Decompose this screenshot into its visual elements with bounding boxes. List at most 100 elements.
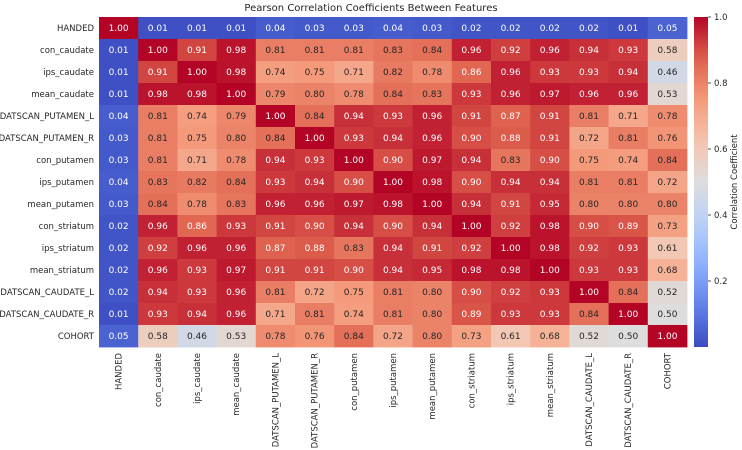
heatmap-cell [295,259,335,282]
heatmap-cell [412,149,453,172]
cell-value-label: 0.93 [540,310,560,320]
heatmap-cell [608,215,649,238]
heatmap-cell [412,171,453,194]
cell-value-label: 0.96 [501,68,521,78]
heatmap-cell [491,281,531,304]
heatmap-cell [138,215,178,238]
y-tick-label: DATSCAN_PUTAMEN_R [0,134,94,144]
cell-value-label: 0.88 [305,244,325,254]
heatmap-cell [216,17,257,40]
cell-value-label: 0.81 [579,112,599,122]
heatmap-cell [412,193,453,216]
cell-value-label: 0.94 [265,156,285,166]
heatmap-cell [138,83,178,106]
heatmap-cell [99,193,139,216]
heatmap-cell [255,237,296,260]
cell-value-label: 0.93 [305,156,325,166]
cell-value-label: 0.93 [344,134,364,144]
cell-value-label: 0.98 [226,46,246,56]
cell-value-label: 0.94 [383,134,403,144]
cell-value-label: 0.96 [305,200,325,210]
cell-value-label: 0.94 [422,222,442,232]
heatmap-cell [216,61,257,84]
heatmap-cell [334,259,374,282]
y-tick-label: con_caudate [40,46,94,56]
cell-value-label: 0.61 [501,332,521,342]
cell-value-label: 1.00 [109,24,129,34]
heatmap-cell [530,171,570,194]
x-tick-label: mean_caudate [232,353,242,416]
heatmap-cell [412,237,453,260]
heatmap-cell [138,193,178,216]
heatmap-cell [216,127,257,150]
heatmap-cell [177,281,217,304]
heatmap-cell [255,215,296,238]
cell-value-label: 0.80 [226,134,246,144]
cell-value-label: 0.93 [187,266,207,276]
cell-value-label: 0.96 [226,288,246,298]
heatmap-cell [255,39,296,62]
heatmap-cell [295,83,335,106]
heatmap-cell [177,325,217,348]
cell-value-label: 0.98 [501,266,521,276]
cell-value-label: 0.79 [226,112,246,122]
cell-value-label: 0.75 [344,288,364,298]
heatmap-cell [334,61,374,84]
heatmap-cell [373,149,413,172]
cell-value-label: 0.96 [422,112,442,122]
heatmap-cell [569,105,609,128]
heatmap-cell [412,259,453,282]
heatmap-cells: 1.00 0.01 0.01 0.01 0.04 0.03 0.03 0.04 0.03 0.02… [99,17,688,348]
heatmap-cell [647,281,688,304]
heatmap-cell [569,149,609,172]
cell-value-label: 0.92 [148,244,168,254]
heatmap-cell [491,171,531,194]
cell-value-label: 0.94 [618,68,638,78]
cell-value-label: 0.01 [618,24,638,34]
cell-value-label: 0.74 [344,310,364,320]
heatmap-cell [138,17,178,40]
colorbar-tick-label: 1.0 [714,13,728,23]
y-tick-label: DATSCAN_PUTAMEN_L [0,112,94,122]
cell-value-label: 0.93 [540,68,560,78]
heatmap-cell [99,61,139,84]
cell-value-label: 0.84 [148,200,168,210]
heatmap-cell [608,127,649,150]
heatmap-cell [216,39,257,62]
heatmap-cell [451,39,492,62]
cell-value-label: 0.84 [265,134,285,144]
heatmap-cell [255,281,296,304]
cell-value-label: 0.90 [344,178,364,188]
heatmap-cell [373,61,413,84]
cell-value-label: 0.93 [383,112,403,122]
chart-title: Pearson Correlation Coefficients Between… [244,3,497,14]
heatmap-cell [412,325,453,348]
cell-value-label: 0.73 [461,332,481,342]
cell-value-label: 0.98 [422,178,442,188]
heatmap-cell [569,61,609,84]
heatmap-cell [569,259,609,282]
heatmap-cell [177,39,217,62]
cell-value-label: 0.02 [109,288,129,298]
heatmap-cell [138,171,178,194]
cell-value-label: 0.52 [657,288,677,298]
cell-value-label: 0.04 [109,178,129,188]
heatmap-cell [608,281,649,304]
cell-value-label: 0.98 [187,90,207,100]
heatmap-cell [451,83,492,106]
heatmap-cell [295,105,335,128]
heatmap-cell [99,149,139,172]
cell-value-label: 0.83 [501,156,521,166]
cell-value-label: 0.92 [461,244,481,254]
cell-value-label: 0.91 [187,46,207,56]
cell-value-label: 0.81 [148,134,168,144]
heatmap-cell [334,215,374,238]
heatmap-cell [608,105,649,128]
cell-value-label: 0.87 [265,244,285,254]
cell-value-label: 0.03 [109,156,129,166]
heatmap-cell [373,193,413,216]
heatmap-cell [255,127,296,150]
cell-value-label: 0.03 [109,200,129,210]
heatmap-cell [412,39,453,62]
